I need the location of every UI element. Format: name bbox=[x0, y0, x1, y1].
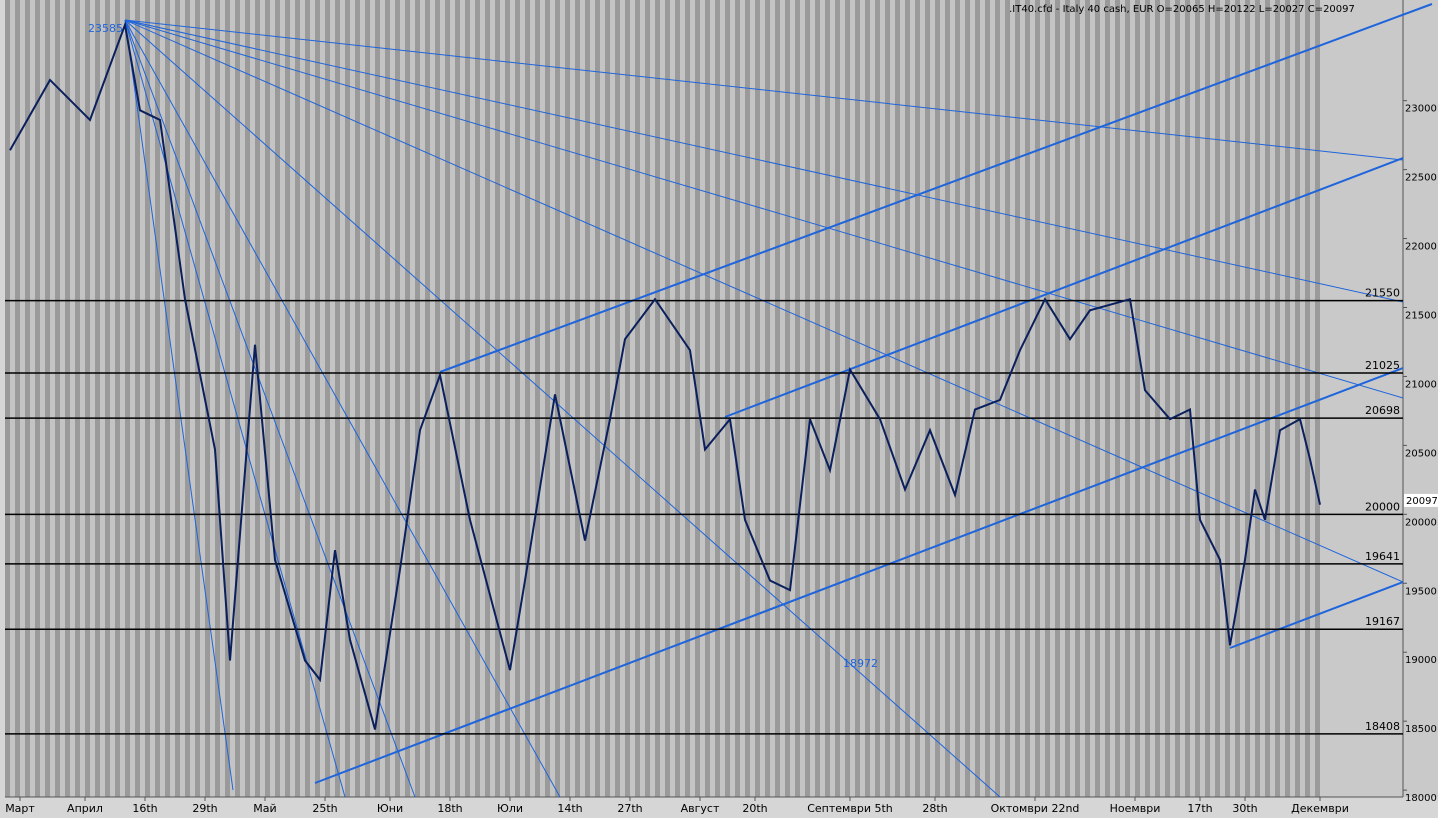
x-tick-label: 27th bbox=[617, 802, 642, 815]
channel bbox=[1229, 581, 1404, 649]
trendline bbox=[124, 19, 234, 791]
y-tick-label: 19000 bbox=[1405, 655, 1437, 666]
trendline bbox=[124, 19, 1404, 303]
x-tick-label: Октомври 22nd bbox=[991, 802, 1080, 815]
annotation: 18972 bbox=[843, 657, 878, 670]
trendline bbox=[124, 19, 1001, 798]
last-price-box bbox=[1404, 493, 1438, 507]
y-tick-label: 22500 bbox=[1405, 173, 1437, 184]
x-tick-label: Юли bbox=[497, 802, 523, 815]
y-tick-label: 18500 bbox=[1405, 724, 1437, 735]
x-tick-label: Юни bbox=[377, 802, 403, 815]
fan-lines bbox=[124, 19, 1404, 798]
level-label: 21550 bbox=[1365, 287, 1400, 300]
channel bbox=[439, 3, 1433, 373]
trendline bbox=[124, 19, 346, 798]
level-label: 19167 bbox=[1365, 615, 1400, 628]
x-tick-label: Август bbox=[681, 802, 720, 815]
y-tick-label: 21000 bbox=[1405, 379, 1437, 390]
y-tick-label: 18000 bbox=[1405, 793, 1437, 804]
x-tick-label: 25th bbox=[312, 802, 337, 815]
last-price-label: 20097 bbox=[1406, 496, 1438, 507]
chart-title: .IT40.cfd - Italy 40 cash, EUR O=20065 H… bbox=[1009, 4, 1355, 15]
trendline bbox=[124, 19, 1404, 399]
level-label: 20000 bbox=[1365, 500, 1400, 513]
x-tick-label: Септември 5th bbox=[807, 802, 893, 815]
level-label: 21025 bbox=[1365, 359, 1400, 372]
x-tick-label: 17th bbox=[1187, 802, 1212, 815]
x-tick-label: 18th bbox=[437, 802, 462, 815]
x-tick-label: Април bbox=[67, 802, 103, 815]
x-tick-label: 28th bbox=[922, 802, 947, 815]
x-tick-label: Декември bbox=[1291, 802, 1349, 815]
x-tick-label: 29th bbox=[192, 802, 217, 815]
y-tick-label: 20500 bbox=[1405, 448, 1437, 459]
channel bbox=[724, 157, 1404, 418]
plot-background bbox=[5, 0, 1320, 797]
x-tick-label: Март bbox=[5, 802, 35, 815]
channel-lines bbox=[314, 3, 1433, 784]
x-tick-label: Май bbox=[253, 802, 276, 815]
x-tick-label: 16th bbox=[132, 802, 157, 815]
trendline bbox=[124, 19, 416, 798]
level-label: 20698 bbox=[1365, 404, 1400, 417]
annotation: 23585 bbox=[88, 22, 123, 35]
y-tick-label: 19500 bbox=[1405, 586, 1437, 597]
y-tick-label: 20000 bbox=[1405, 517, 1437, 528]
channel bbox=[314, 367, 1404, 784]
level-label: 19641 bbox=[1365, 550, 1400, 563]
level-label: 18408 bbox=[1365, 720, 1400, 733]
y-tick-label: 23000 bbox=[1405, 104, 1437, 115]
price-line bbox=[9, 20, 1321, 730]
y-tick-label: 21500 bbox=[1405, 310, 1437, 321]
trendline bbox=[124, 19, 561, 798]
x-tick-label: 30th bbox=[1232, 802, 1257, 815]
trendline bbox=[124, 19, 1404, 161]
x-tick-label: 14th bbox=[557, 802, 582, 815]
x-axis-band bbox=[0, 797, 1438, 818]
x-tick-label: 20th bbox=[742, 802, 767, 815]
axis-background bbox=[1320, 0, 1438, 797]
y-tick-label: 22000 bbox=[1405, 242, 1437, 253]
x-tick-label: Ноември bbox=[1110, 802, 1161, 815]
